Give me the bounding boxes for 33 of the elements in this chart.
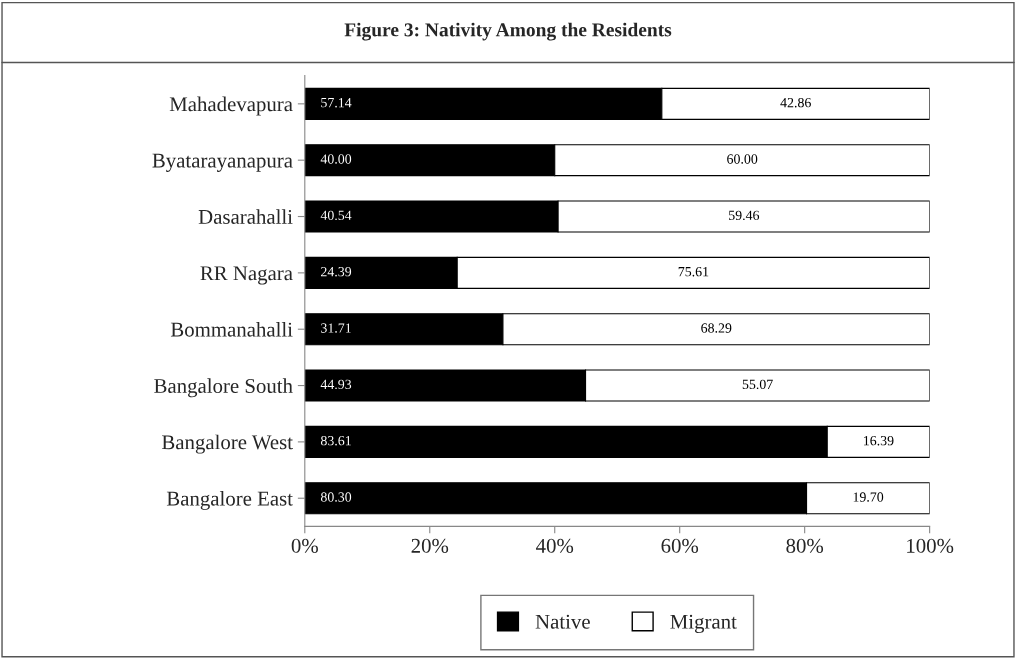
- y-tick-label: Mahadevapura: [169, 96, 293, 116]
- data-label: 40.54: [320, 210, 352, 221]
- legend-label: Native: [535, 614, 590, 629]
- data-label: 19.70: [853, 492, 884, 502]
- data-label: 55.07: [742, 379, 773, 390]
- y-tick-label: RR Nagara: [200, 266, 293, 285]
- data-label: 16.39: [864, 436, 894, 446]
- data-label: 60.00: [727, 154, 758, 164]
- data-label: 68.29: [701, 323, 732, 333]
- x-tick-label: 20%: [411, 538, 449, 553]
- x-tick-label: 0%: [291, 538, 318, 553]
- y-tick-label: Bommanahalli: [170, 321, 293, 337]
- y-tick-label: Byatarayanapura: [152, 153, 293, 172]
- y-tick-label: Bangalore West: [161, 434, 293, 454]
- y-tick-label: Bangalore East: [166, 491, 293, 510]
- y-tick-label: Dasarahalli: [198, 209, 293, 224]
- data-label: 42.86: [780, 97, 811, 108]
- data-label: 59.46: [729, 210, 760, 221]
- data-label: 80.30: [320, 492, 352, 502]
- data-label: 57.14: [321, 98, 352, 108]
- chart-title: Figure 3: Nativity Among the Residents: [344, 22, 672, 41]
- legend-label: Migrant: [670, 614, 737, 634]
- data-label: 40.00: [320, 154, 352, 164]
- y-tick-label: Bangalore South: [154, 378, 293, 398]
- data-label: 83.61: [320, 435, 351, 446]
- x-tick-label: 100%: [907, 538, 954, 553]
- x-tick-label: 40%: [536, 538, 574, 553]
- data-label: 31.71: [321, 323, 351, 333]
- data-label: 44.93: [320, 379, 352, 390]
- x-tick-label: 80%: [786, 538, 824, 553]
- x-tick-label: 60%: [661, 538, 699, 553]
- data-label: 24.39: [321, 267, 352, 277]
- data-label: 75.61: [678, 267, 709, 277]
